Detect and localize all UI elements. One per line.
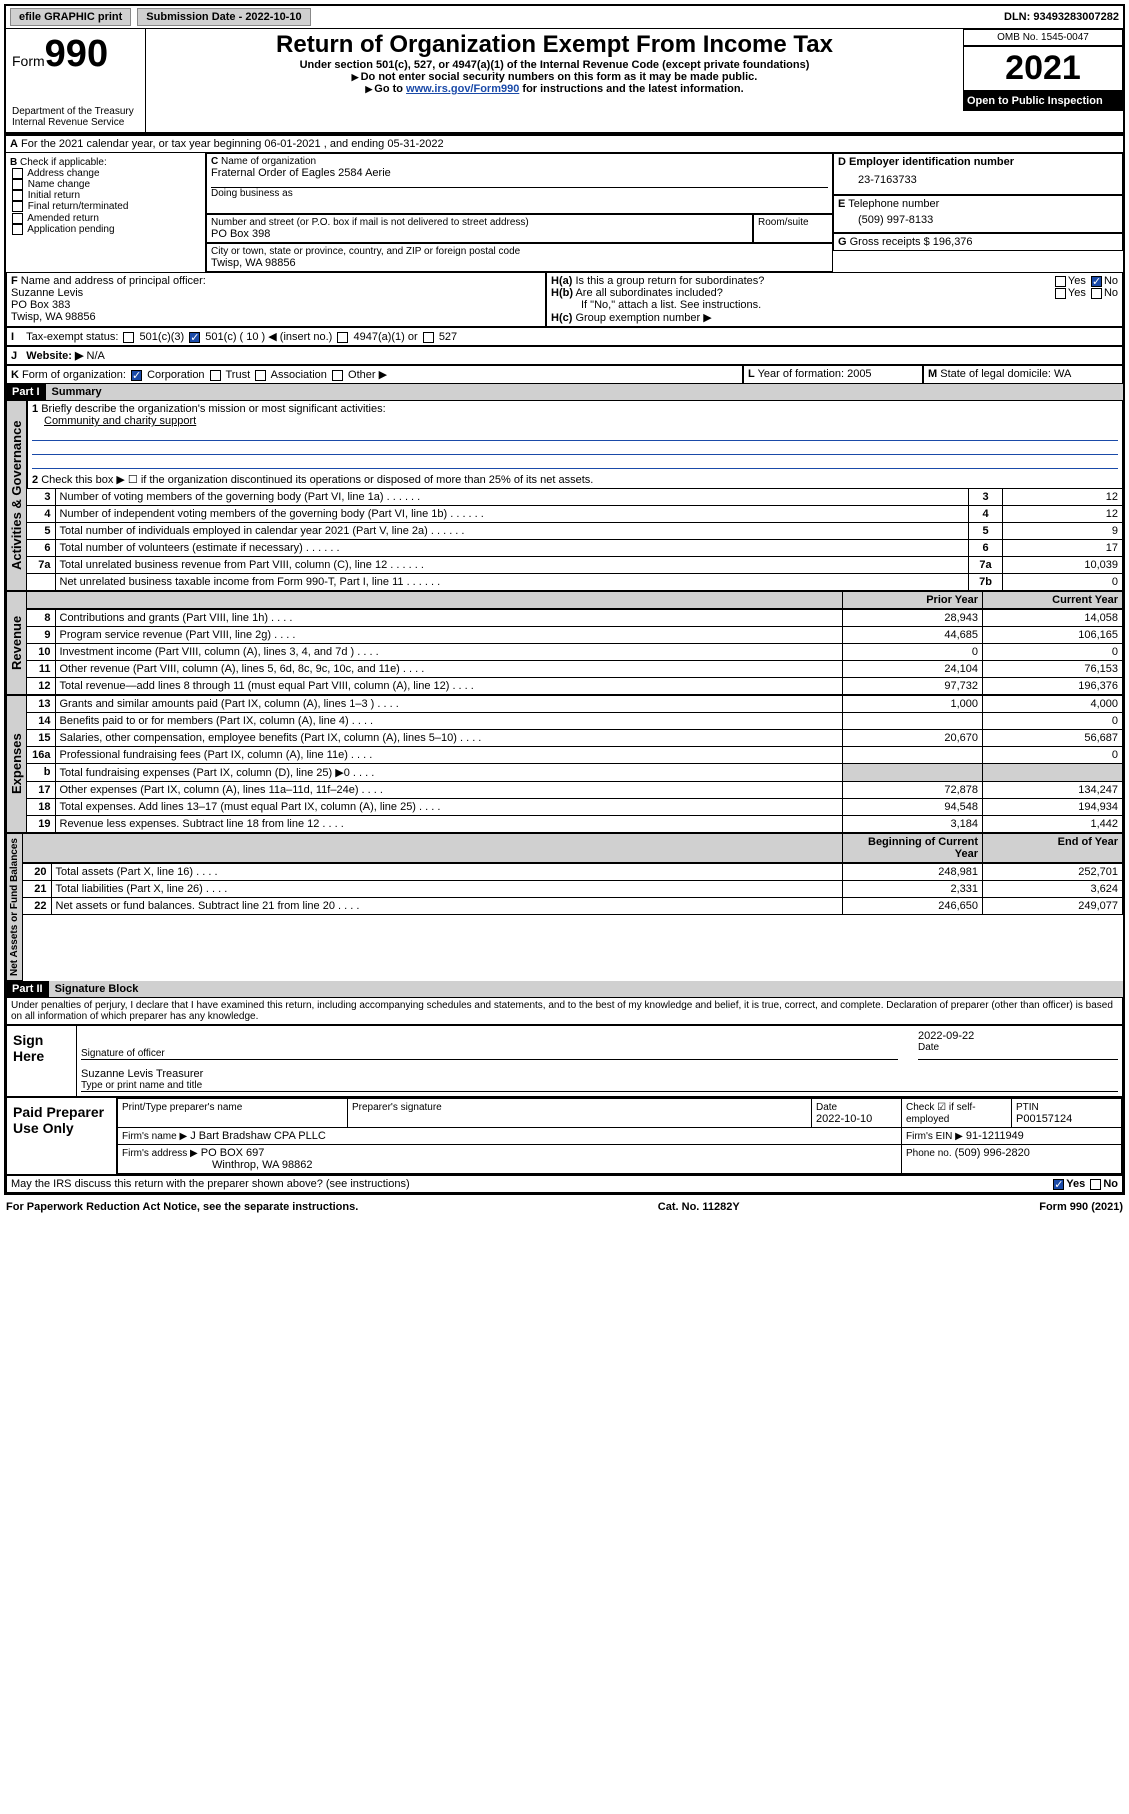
sign-here-label: Sign Here bbox=[7, 1026, 77, 1096]
form-header: Form990 Department of the Treasury Inter… bbox=[6, 29, 1123, 135]
irs-link[interactable]: www.irs.gov/Form990 bbox=[406, 83, 519, 95]
perjury-text: Under penalties of perjury, I declare th… bbox=[6, 997, 1123, 1025]
revenue-table: Prior YearCurrent Year bbox=[27, 591, 1123, 609]
topbar: efile GRAPHIC print Submission Date - 20… bbox=[6, 6, 1123, 29]
box-b: B Check if applicable: Address change Na… bbox=[6, 153, 206, 272]
officer-city: Twisp, WA 98856 bbox=[11, 311, 96, 323]
officer-label: Name and address of principal officer: bbox=[21, 275, 206, 287]
period-a: For the 2021 calendar year, or tax year … bbox=[21, 138, 444, 150]
org-city: Twisp, WA 98856 bbox=[211, 257, 828, 269]
gross-value: 196,376 bbox=[933, 236, 973, 248]
tax-year: 2021 bbox=[963, 46, 1123, 91]
goto-prefix: Go to bbox=[374, 83, 406, 95]
side-expenses: Expenses bbox=[6, 695, 27, 833]
submission-date-button[interactable]: Submission Date - 2022-10-10 bbox=[137, 8, 310, 26]
website-value: N/A bbox=[87, 350, 105, 362]
room-label: Room/suite bbox=[758, 217, 828, 228]
subtitle-2: Do not enter social security numbers on … bbox=[154, 71, 955, 83]
q2-label: Check this box ▶ ☐ if the organization d… bbox=[41, 474, 593, 486]
domicile-value: WA bbox=[1054, 368, 1071, 380]
page-title: Return of Organization Exempt From Incom… bbox=[154, 31, 955, 59]
domicile-label: State of legal domicile: bbox=[940, 368, 1051, 380]
dba-label: Doing business as bbox=[211, 188, 828, 199]
sig-name-label: Type or print name and title bbox=[81, 1080, 1118, 1091]
sig-date-label: Date bbox=[918, 1042, 1118, 1053]
preparer-label: Paid Preparer Use Only bbox=[7, 1098, 117, 1174]
side-netassets: Net Assets or Fund Balances bbox=[6, 833, 23, 981]
part1-title: Part I bbox=[6, 384, 46, 400]
phone-label: Telephone number bbox=[848, 198, 939, 210]
org-name-label: Name of organization bbox=[221, 156, 316, 167]
footer-mid: Cat. No. 11282Y bbox=[658, 1201, 740, 1213]
hb-label: Are all subordinates included? bbox=[575, 287, 722, 299]
efile-button[interactable]: efile GRAPHIC print bbox=[10, 8, 131, 26]
officer-name: Suzanne Levis bbox=[11, 287, 83, 299]
hb-note: If "No," attach a list. See instructions… bbox=[581, 299, 761, 311]
addr-label: Number and street (or P.O. box if mail i… bbox=[211, 217, 748, 228]
dept-label: Department of the Treasury bbox=[12, 106, 139, 117]
org-name: Fraternal Order of Eagles 2584 Aerie bbox=[211, 167, 828, 179]
expenses-table: 13Grants and similar amounts paid (Part … bbox=[27, 695, 1123, 833]
footer-left: For Paperwork Reduction Act Notice, see … bbox=[6, 1201, 358, 1213]
part2-title: Part II bbox=[6, 981, 49, 997]
side-governance: Activities & Governance bbox=[6, 400, 27, 591]
footer-right: Form 990 (2021) bbox=[1039, 1201, 1123, 1213]
side-revenue: Revenue bbox=[6, 591, 27, 695]
yof-label: Year of formation: bbox=[758, 368, 844, 380]
taxexempt-label: Tax-exempt status: bbox=[26, 331, 118, 343]
dln-label: DLN: 93493283007282 bbox=[1004, 11, 1119, 23]
formk-label: Form of organization: bbox=[22, 369, 126, 381]
discuss-label: May the IRS discuss this return with the… bbox=[11, 1178, 410, 1190]
netassets-table: Beginning of Current YearEnd of Year bbox=[23, 833, 1123, 863]
yof-value: 2005 bbox=[847, 368, 871, 380]
officer-addr: PO Box 383 bbox=[11, 299, 70, 311]
form-label: Form bbox=[12, 53, 45, 69]
open-inspection: Open to Public Inspection bbox=[963, 91, 1123, 111]
sig-date: 2022-09-22 bbox=[918, 1030, 1118, 1042]
irs-label: Internal Revenue Service bbox=[12, 117, 139, 128]
q1-answer: Community and charity support bbox=[44, 415, 196, 427]
ha-label: Is this a group return for subordinates? bbox=[575, 275, 764, 287]
website-label: Website: ▶ bbox=[26, 350, 83, 362]
phone-value: (509) 997-8133 bbox=[838, 210, 1118, 230]
form-number: 990 bbox=[45, 33, 108, 75]
city-label: City or town, state or province, country… bbox=[211, 246, 828, 257]
org-address: PO Box 398 bbox=[211, 228, 748, 240]
gross-label: Gross receipts $ bbox=[850, 236, 930, 248]
sig-officer-label: Signature of officer bbox=[81, 1048, 898, 1059]
part1-sub: Summary bbox=[46, 384, 1123, 400]
governance-table: 3Number of voting members of the governi… bbox=[27, 488, 1123, 591]
ein-value: 23-7163733 bbox=[838, 168, 1118, 192]
sig-name: Suzanne Levis Treasurer bbox=[81, 1068, 1118, 1080]
omb-label: OMB No. 1545-0047 bbox=[963, 29, 1123, 46]
part2-sub: Signature Block bbox=[49, 981, 1123, 997]
goto-suffix: for instructions and the latest informat… bbox=[519, 83, 743, 95]
ein-label: Employer identification number bbox=[849, 156, 1014, 168]
hc-label: Group exemption number ▶ bbox=[575, 312, 711, 324]
subtitle-1: Under section 501(c), 527, or 4947(a)(1)… bbox=[154, 59, 955, 71]
q1-label: Briefly describe the organization's miss… bbox=[41, 403, 385, 415]
